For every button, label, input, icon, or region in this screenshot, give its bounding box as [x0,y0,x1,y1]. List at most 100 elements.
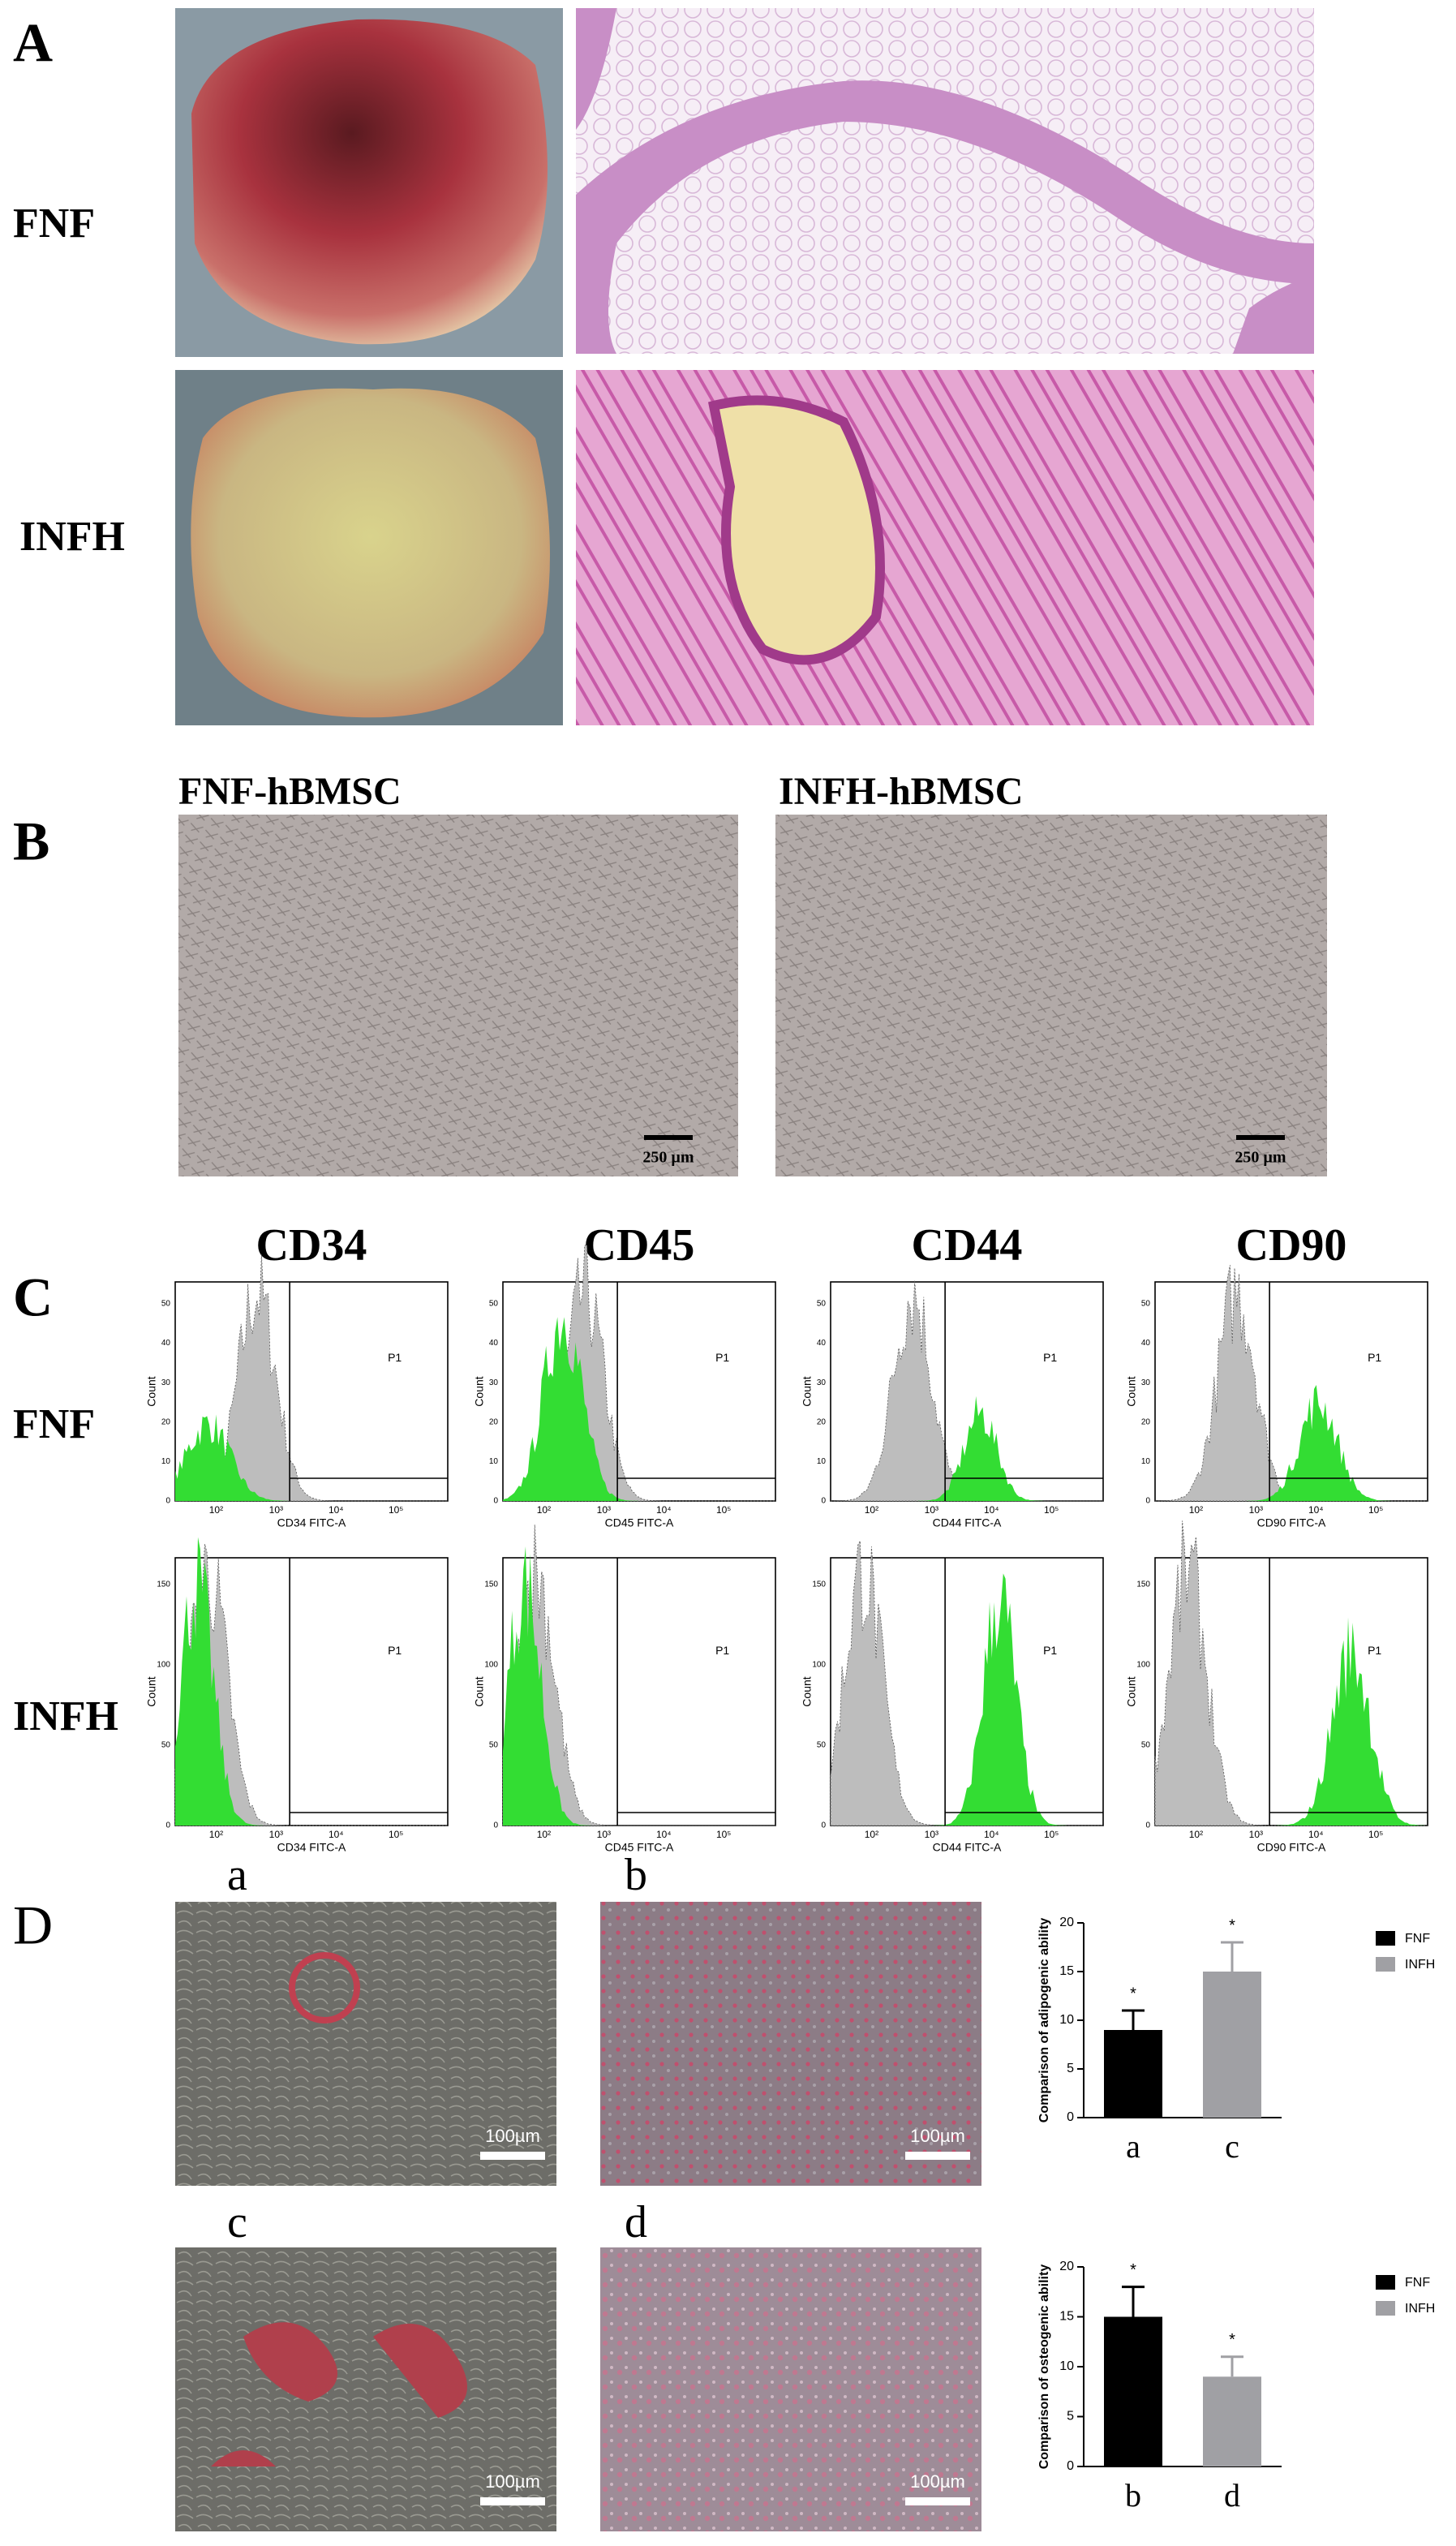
gate-label: P1 [1043,1644,1057,1657]
x-tick-label: 10⁴ [984,1829,999,1840]
y-tick-label: 50 [489,1300,499,1309]
y-tick-label: 20 [1059,1916,1074,1929]
stained-cluster [289,1952,360,2023]
significance-mark: * [1130,2261,1136,2279]
y-tick-label: 10 [1059,2359,1074,2373]
y-tick-label: 15 [1059,2310,1074,2324]
y-tick-label: 0 [1067,2459,1074,2473]
panel-label: A [13,12,53,74]
x-tick-label: 10⁵ [389,1829,403,1840]
micrograph-c [175,2247,556,2531]
x-axis-label: CD34 FITC-A [277,1516,346,1529]
y-tick-label: 20 [489,1417,499,1426]
x-tick-label: 10² [865,1829,878,1840]
y-tick-label: 0 [1145,1497,1150,1506]
histogram-plot: P1 Count CD34 FITC-A 10² 10³ 10⁴ 10⁵ 0 10 20 30 40 5… [145,1254,449,1529]
histogram-plot: P1 Count CD44 FITC-A 10² 10³ 10⁴ 10⁵ 0 50 100 150 [801,1539,1104,1854]
row-label: INFH [13,1693,118,1740]
y-tick-label: 30 [1141,1378,1151,1387]
image-label: a [227,1850,247,1900]
x-tick-label: 10³ [1249,1504,1263,1516]
histogram-plot: P1 Count CD44 FITC-A 10² 10³ 10⁴ 10⁵ 0 10 20 30 40 5… [801,1280,1104,1529]
micrograph-b [600,1902,981,2186]
x-tick-label: 10⁵ [1368,1504,1383,1516]
y-tick-label: 0 [821,1497,826,1506]
y-tick-label: 50 [817,1300,827,1309]
y-tick-label: 10 [489,1457,499,1466]
x-tick-label: 10² [865,1504,878,1516]
y-tick-label: 20 [817,1417,827,1426]
x-tick-label: 10⁴ [656,1829,672,1840]
y-tick-label: 0 [165,1497,170,1506]
y-axis-label: Count [801,1676,814,1706]
x-tick-label: 10³ [1249,1829,1263,1840]
x-tick-label: 10⁴ [656,1504,672,1516]
significance-mark: * [1229,1916,1235,1934]
y-axis-label: Count [145,1676,158,1706]
y-tick-label: 0 [493,1497,498,1506]
y-axis-label: Comparison of adipogenic ability [1037,1918,1051,2123]
error-bar [1122,2009,1145,2030]
image-label: c [227,2197,247,2247]
scale-bar-label: 250 µm [642,1149,694,1167]
x-tick-label: 10⁴ [329,1504,344,1516]
histogram [1155,1617,1428,1826]
error-bar [1221,1941,1243,1972]
x-tick-label: 10² [1189,1829,1203,1840]
error-bar [1221,2355,1243,2377]
y-tick-label: 40 [161,1339,171,1348]
y-axis-label: Count [1125,1376,1138,1406]
y-tick-label: 150 [812,1580,826,1589]
x-tick-label: 10⁵ [1044,1504,1059,1516]
y-tick-label: 0 [165,1821,170,1830]
significance-mark: * [1130,1985,1136,2002]
y-axis-label: Count [473,1676,486,1706]
gate-label: P1 [388,1644,402,1657]
x-tick-label: 10⁴ [1308,1504,1324,1516]
y-axis-label: Count [473,1376,486,1406]
bar [1203,2376,1261,2466]
histogram [831,1396,1103,1501]
x-tick-label: 10³ [597,1504,611,1516]
y-axis-label: Count [1125,1676,1138,1706]
x-axis-label: CD44 FITC-A [933,1841,1002,1854]
scale-bar-label: 100µm [485,2126,540,2146]
gate-label: P1 [715,1351,729,1364]
histology-infh [576,370,1314,725]
x-tick-label: 10⁴ [329,1829,344,1840]
histogram-plot: P1 Count CD90 FITC-A 10² 10³ 10⁴ 10⁵ 0 10 20 30 40 5… [1125,1265,1428,1529]
significance-mark: * [1229,2331,1235,2349]
y-tick-label: 50 [161,1300,171,1309]
image-title: FNF-hBMSC [178,770,402,813]
y-tick-label: 20 [1141,1417,1151,1426]
micrograph-d [600,2247,981,2531]
x-tick-label: 10⁵ [716,1829,731,1840]
micrograph-a [175,1902,556,2186]
histogram [175,1537,448,1826]
x-tick-label: c [1225,2128,1239,2165]
x-tick-label: 10³ [269,1829,283,1840]
y-tick-label: 150 [484,1580,498,1589]
legend-label: INFH [1405,1958,1435,1972]
scale-bar-label: 100µm [910,2126,965,2146]
image-label: b [625,1850,647,1900]
x-tick-label: 10³ [925,1504,938,1516]
legend-swatch [1376,2301,1395,2316]
y-tick-label: 0 [821,1821,826,1830]
x-axis-label: CD90 FITC-A [1257,1841,1326,1854]
x-tick-label: 10² [537,1829,551,1840]
y-tick-label: 20 [1059,2260,1074,2273]
scale-bar-label: 250 µm [1235,1149,1286,1167]
legend-swatch [1376,1957,1395,1972]
y-tick-label: 40 [489,1339,499,1348]
y-tick-label: 0 [1145,1821,1150,1830]
x-axis-label: CD90 FITC-A [1257,1516,1326,1529]
x-tick-label: 10⁵ [1044,1829,1059,1840]
histogram [503,1317,775,1501]
x-tick-label: 10³ [597,1829,611,1840]
gate-label: P1 [1368,1644,1381,1657]
panel-label: D [13,1894,53,1956]
x-tick-label: 10² [1189,1504,1203,1516]
legend-label: FNF [1405,1932,1430,1946]
